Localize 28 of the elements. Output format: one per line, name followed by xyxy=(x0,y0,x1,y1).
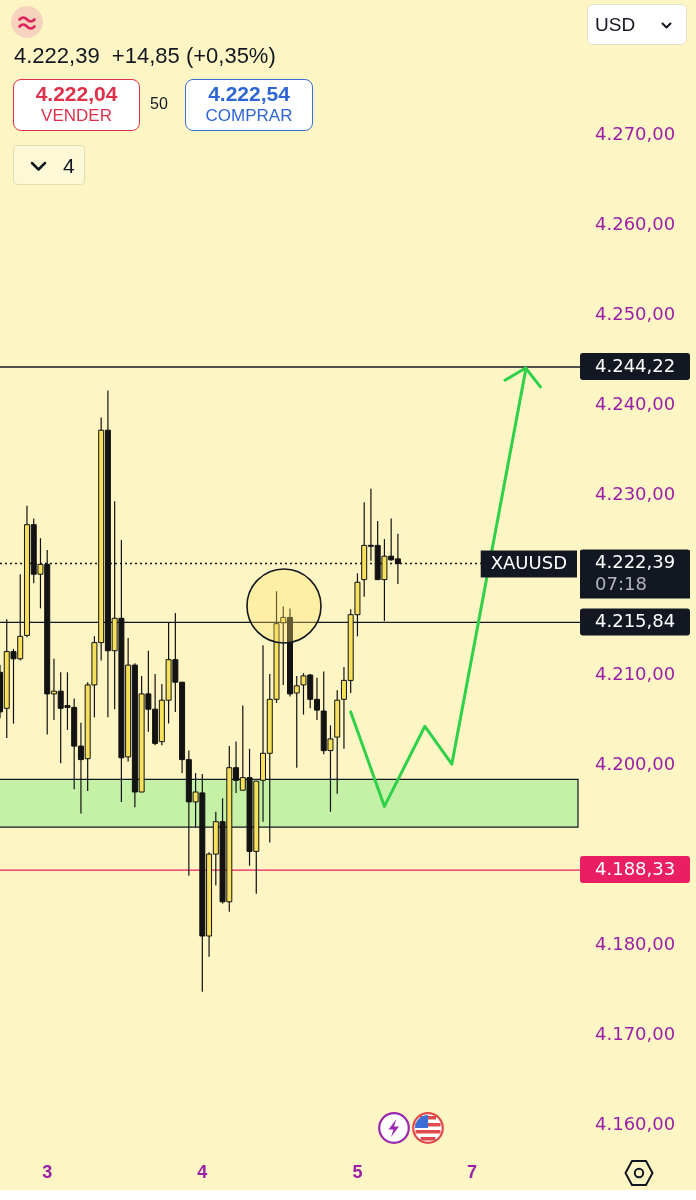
text: VENDER xyxy=(40,106,113,126)
text: 4.222,04 xyxy=(34,82,119,106)
text: 4.222,54 xyxy=(207,82,291,106)
y-tick-label: 4.250,00 xyxy=(595,302,676,324)
x-tick-label: 3 xyxy=(42,1161,53,1182)
y-tick-label: 4.270,00 xyxy=(595,122,676,144)
ref-line-label: 4.188,33 xyxy=(595,857,676,879)
text: 07:18 xyxy=(595,573,647,595)
y-tick-label: 4.200,00 xyxy=(595,752,676,774)
ref-line-label: 4.215,84 xyxy=(595,610,676,632)
annotation: XAUUSD xyxy=(490,552,567,574)
text: 50 xyxy=(150,94,168,114)
y-tick-label: 4.160,00 xyxy=(595,1112,676,1134)
x-tick-label: 5 xyxy=(352,1161,363,1182)
ref-line-label: 4.222,39 xyxy=(595,551,676,573)
y-tick-label: 4.170,00 xyxy=(595,1022,676,1044)
x-tick-label: 7 xyxy=(467,1161,478,1182)
y-tick-label: 4.180,00 xyxy=(595,932,676,954)
chart-title: 4.222,39 +14,85 (+0,35%) xyxy=(14,43,276,69)
annotation: 4 xyxy=(63,154,75,178)
ref-line-label: 4.244,22 xyxy=(595,354,676,376)
y-tick-label: 4.240,00 xyxy=(595,392,676,414)
y-tick-label: 4.210,00 xyxy=(595,662,676,684)
y-tick-label: 4.260,00 xyxy=(595,212,676,234)
text: COMPRAR xyxy=(204,106,294,126)
y-tick-label: 4.230,00 xyxy=(595,482,676,504)
x-tick-label: 4 xyxy=(197,1161,208,1182)
text: USD xyxy=(595,14,636,36)
